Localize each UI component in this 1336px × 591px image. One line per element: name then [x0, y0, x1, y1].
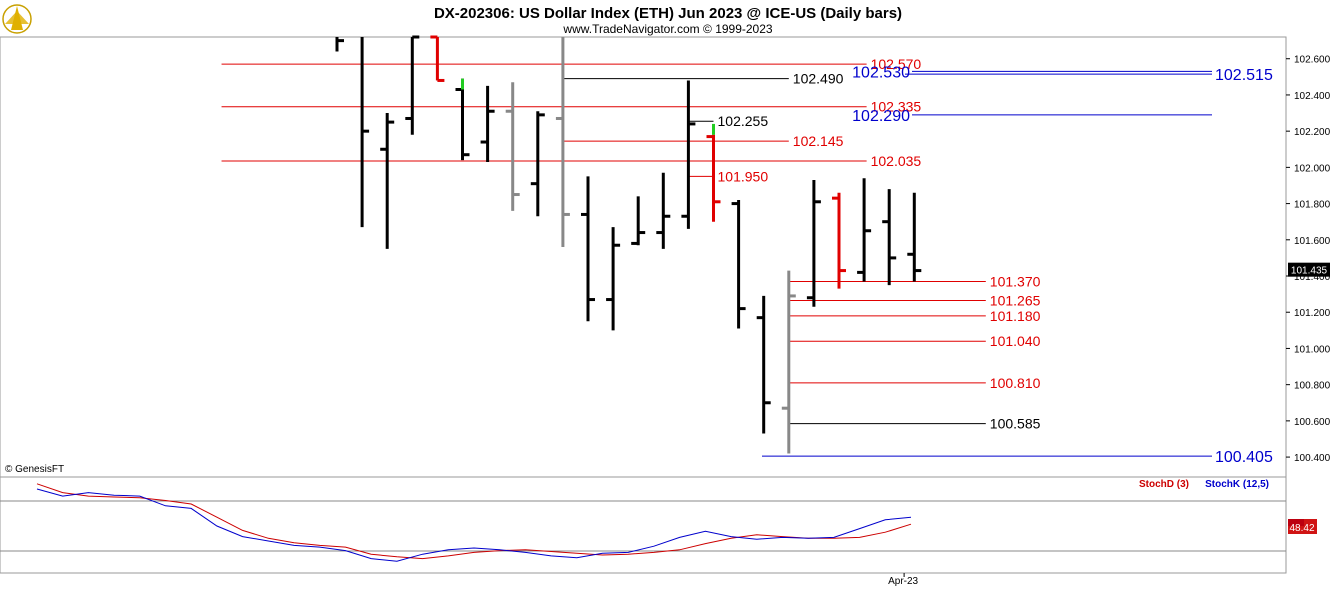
price-panel — [0, 36, 1287, 478]
ohlc-bars — [335, 35, 922, 454]
y-tick-label: 101.400 — [1294, 272, 1331, 283]
level-label: 100.585 — [990, 416, 1041, 432]
chart-title: DX-202306: US Dollar Index (ETH) Jun 202… — [434, 5, 902, 22]
level-label: 102.335 — [871, 99, 922, 115]
level-label: 102.145 — [793, 133, 844, 149]
stoch-series-line — [36, 488, 912, 562]
chart-subtitle: www.TradeNavigator.com © 1999-2023 — [562, 22, 772, 36]
y-tick-label: 101.800 — [1294, 200, 1331, 211]
blue-level-label: 102.290 — [852, 108, 910, 125]
stoch-series-line — [36, 483, 912, 560]
y-tick-label: 101.600 — [1294, 236, 1331, 247]
trade-navigator-logo-icon — [2, 4, 32, 34]
legend-stochk: StochK (12,5) — [1205, 479, 1269, 490]
last-price-label: 101.435 — [1291, 266, 1328, 277]
level-label: 100.810 — [990, 375, 1041, 391]
blue-level-label: 100.405 — [1215, 449, 1273, 466]
level-label: 102.035 — [871, 153, 922, 169]
level-label: 101.370 — [990, 273, 1041, 289]
y-tick-label: 102.400 — [1294, 91, 1331, 102]
y-tick-label: 102.200 — [1294, 127, 1331, 138]
y-tick-label: 100.800 — [1294, 381, 1331, 392]
y-axis-ticks: 102.600 102.400 102.200 102.000 101.800 101.6… — [1286, 55, 1331, 464]
stoch-value-label: 48.42 — [1289, 523, 1314, 534]
level-label: 101.950 — [718, 168, 769, 184]
stoch-value-badge: 48.42 — [1288, 519, 1317, 534]
credit-label: © GenesisFT — [5, 464, 64, 475]
level-label: 102.570 — [871, 56, 922, 72]
last-price-badge: 101.435 — [1288, 262, 1330, 277]
y-tick-label: 102.600 — [1294, 55, 1331, 66]
level-label: 101.180 — [990, 308, 1041, 324]
level-label: 102.255 — [718, 113, 769, 129]
y-tick-label: 101.200 — [1294, 308, 1331, 319]
stoch-panel — [0, 476, 1287, 574]
price-levels: 102.570 102.335 102.035 102.145 101.950 102.4… — [221, 56, 1273, 466]
y-axis-area — [1286, 37, 1336, 573]
y-tick-label: 102.000 — [1294, 163, 1331, 174]
y-tick-label: 100.400 — [1294, 453, 1331, 464]
y-tick-label: 101.000 — [1294, 344, 1331, 355]
y-tick-label: 100.600 — [1294, 417, 1331, 428]
stochastic-lines — [36, 483, 912, 562]
level-label: 101.040 — [990, 333, 1041, 349]
x-axis-ticks: Apr-23May-23 — [888, 573, 919, 587]
legend-stochd: StochD (3) — [1139, 479, 1189, 490]
level-label: 101.265 — [990, 292, 1041, 308]
level-label: 102.490 — [793, 71, 844, 87]
blue-level-label: 102.515 — [1215, 67, 1273, 84]
x-tick-label: Apr-23 — [888, 576, 918, 587]
blue-level-label: 102.530 — [852, 64, 910, 81]
